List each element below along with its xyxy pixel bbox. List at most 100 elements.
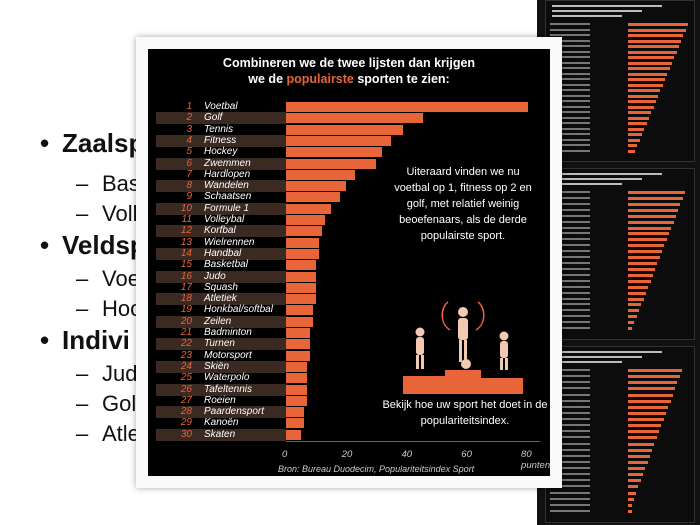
mini-label (550, 309, 590, 312)
chart-bar (286, 328, 310, 338)
rank-label: 11 (181, 214, 192, 225)
mini-bar (628, 232, 669, 236)
mini-label (550, 393, 590, 396)
category-label: Basketbal (204, 259, 248, 271)
chart-bar (286, 294, 316, 305)
mini-label (550, 138, 590, 141)
mini-bar (628, 285, 649, 289)
chart-bar (286, 158, 376, 169)
mini-label (550, 39, 590, 42)
mini-bar (628, 297, 644, 301)
mini-label (550, 405, 590, 408)
mini-label (550, 144, 590, 146)
mini-bar (628, 485, 639, 489)
mini-bar (628, 244, 665, 248)
mini-label (550, 285, 590, 288)
mini-bar (628, 479, 641, 483)
mini-bar (628, 303, 642, 307)
mini-label (550, 424, 590, 427)
bullet-label: Indivi (62, 325, 130, 355)
rank-label: 25 (180, 372, 192, 384)
category-label: Volleybal (204, 214, 245, 225)
chart-row: 10 Formule 1 (156, 202, 550, 216)
sub-bullet: – Hoo (76, 296, 143, 321)
mini-bar (628, 473, 643, 477)
mini-bar (628, 309, 639, 313)
rank-label: 20 (180, 315, 192, 327)
category-label: Schaatsen (204, 191, 252, 203)
mini-infographic (545, 346, 695, 523)
mini-bar (628, 509, 632, 513)
row-band (156, 315, 286, 328)
mini-label (550, 411, 590, 414)
bullet-dot: • (40, 230, 50, 260)
mini-bar (628, 45, 679, 48)
mini-bar (628, 61, 672, 65)
chart-bar (286, 260, 316, 271)
mini-label (550, 448, 590, 451)
mini-label (550, 387, 590, 390)
mini-label (550, 83, 590, 86)
chart-bar (286, 305, 313, 316)
mini-label (550, 375, 590, 378)
mini-label (550, 191, 590, 193)
mini-bar (628, 138, 640, 142)
rank-label: 29 (180, 417, 192, 429)
chart-bar (286, 181, 346, 192)
mini-bar (628, 387, 676, 391)
rank-label: 2 (186, 112, 192, 124)
bullet-label: Zaalsp (62, 128, 145, 158)
chart-row: 5 Hockey (156, 145, 550, 159)
mini-label (550, 89, 590, 91)
mini-bar (628, 411, 666, 415)
mini-bar (628, 430, 659, 434)
mini-label (550, 23, 590, 25)
category-label: Badminton (204, 327, 252, 338)
mini-label (550, 116, 590, 119)
mini-label (550, 436, 590, 439)
podium-icon (403, 301, 523, 394)
rank-label: 18 (180, 293, 192, 305)
mini-heading-line (552, 178, 642, 180)
mini-bar (628, 122, 647, 125)
mini-label (550, 94, 590, 97)
chart-bar (286, 135, 391, 146)
mini-label (550, 78, 590, 80)
mini-bar (628, 111, 652, 114)
mini-bar (628, 262, 658, 265)
infographic-call-to-action: Bekijk hoe uw sport het doet in de popul… (382, 399, 548, 427)
chart-bar (286, 102, 529, 112)
row-band (156, 428, 286, 441)
mini-bar (628, 100, 656, 103)
row-band (156, 112, 286, 125)
bullet-zaalsport: • Zaalsp (40, 128, 144, 159)
mini-bar (628, 467, 646, 470)
category-label: Voetbal (204, 101, 238, 112)
chart-row: 4 Fitness (156, 134, 550, 148)
mini-label (550, 67, 590, 69)
chart-row: 9 Schaatsen (156, 190, 550, 204)
sub-bullet: – Voll (76, 201, 138, 226)
chart-bar (286, 215, 325, 225)
category-label: Motorsport (204, 349, 252, 361)
rank-label: 1 (186, 101, 192, 112)
chart-row: 30 Skaten (156, 428, 550, 442)
category-label: Judo (204, 270, 226, 282)
chart-bar (286, 339, 310, 350)
x-tick-label: 80 punten (521, 449, 550, 471)
chart-bar (286, 169, 355, 180)
mini-heading-line (552, 5, 662, 7)
category-label: Formule 1 (204, 202, 250, 214)
mini-label (550, 56, 590, 58)
mini-bar (628, 250, 662, 254)
mini-bar (628, 220, 674, 224)
mini-label (550, 149, 590, 152)
mini-bar (628, 503, 632, 507)
mini-label (550, 122, 590, 124)
category-label: Kanoën (204, 417, 239, 429)
mini-label (550, 327, 590, 330)
sub-bullet: – Bas (76, 171, 140, 196)
mini-label (550, 381, 590, 384)
mini-label (550, 220, 590, 223)
